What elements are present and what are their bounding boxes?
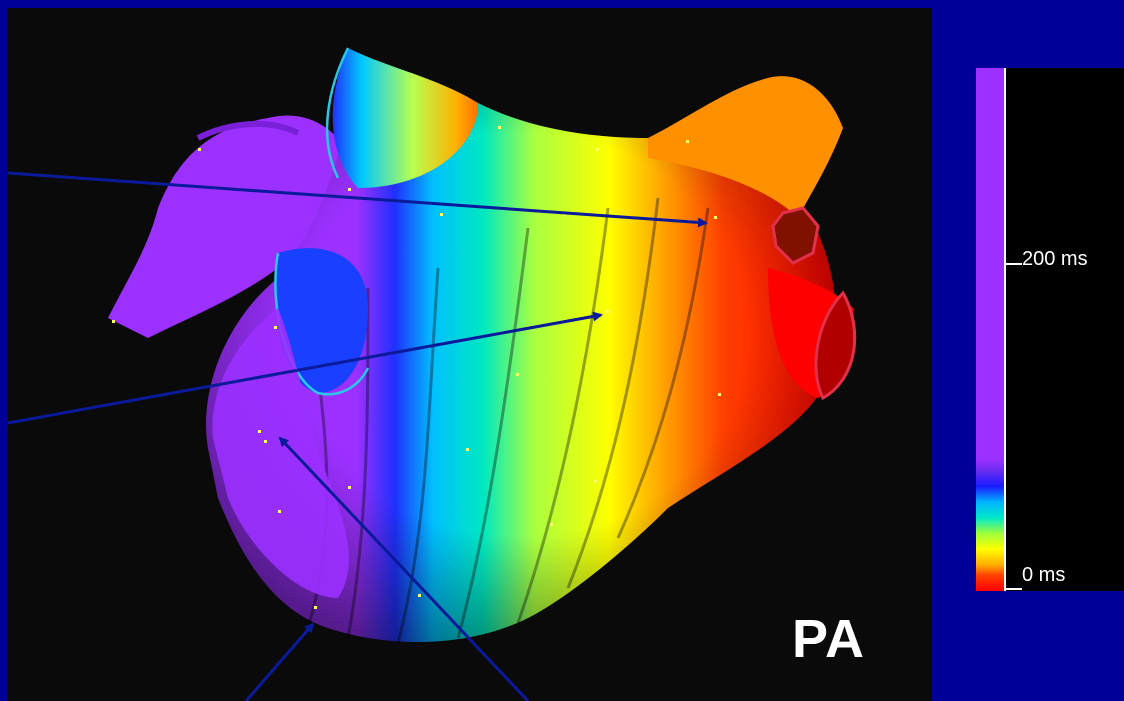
- arrow-1: [8, 171, 708, 228]
- tick-200ms: [1004, 263, 1022, 265]
- color-scale-bar: [976, 68, 1004, 591]
- tick-label-0ms: 0 ms: [1022, 564, 1066, 586]
- left-appendage: [108, 115, 358, 338]
- inferior-vein: [275, 248, 368, 393]
- mapping-points: [112, 126, 721, 609]
- activation-time-scale: 200 ms 0 ms: [976, 68, 1124, 591]
- view-orientation-label: PA: [792, 609, 866, 669]
- arrow-3: [244, 622, 315, 701]
- upper-right-vessel: [648, 76, 843, 219]
- inferior-vein-rim: [274, 252, 370, 396]
- small-valve-ring: [771, 206, 820, 265]
- superior-vein-rim: [325, 47, 350, 179]
- superior-vein: [332, 48, 478, 188]
- isochrone-lines: [306, 197, 710, 644]
- arrow-4: [278, 436, 530, 701]
- cardiac-activation-map: [8, 47, 857, 701]
- scale-axis-line: [1004, 68, 1006, 591]
- arrow-2: [8, 311, 603, 425]
- tick-label-200ms: 200 ms: [1022, 248, 1088, 270]
- right-vessel-rim: [814, 290, 857, 401]
- appendage-fold: [196, 121, 300, 141]
- tick-0ms: [1004, 588, 1022, 590]
- activation-map-viewport: PA: [8, 8, 932, 701]
- annotation-arrows: [8, 171, 708, 701]
